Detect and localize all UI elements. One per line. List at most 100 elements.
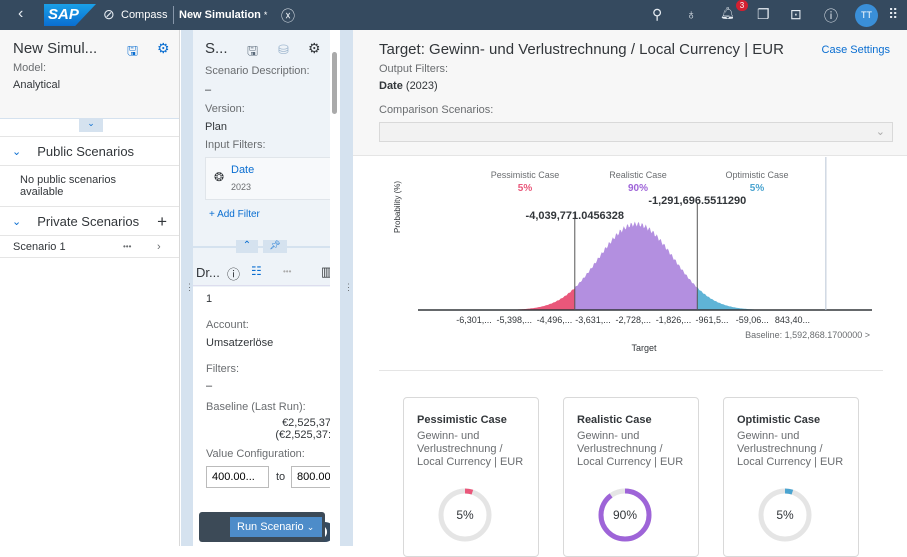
donut-fill (438, 488, 492, 542)
chat-icon[interactable]: ❐ (757, 6, 770, 22)
private-scenarios-title: Private Scenarios (37, 213, 140, 229)
more-icon[interactable]: ••• (283, 267, 292, 276)
run-label: Run Scenario (237, 521, 304, 533)
compass-icon: ⊘ (103, 6, 115, 22)
collapse-bar: ⌄ (0, 118, 179, 132)
y-axis-label: Probability (%) (393, 181, 402, 233)
x-tick-label: -4,496,... (537, 315, 573, 325)
list-icon[interactable]: ☷ (251, 264, 262, 278)
value-from-input[interactable] (206, 466, 269, 488)
back-icon[interactable]: ‹ (18, 5, 24, 22)
case-percent: 5% (518, 183, 533, 194)
notification-badge: 3 (736, 0, 748, 11)
close-icon[interactable]: ⓧ (281, 8, 295, 24)
collapse-button[interactable]: ⌄ (79, 118, 103, 132)
collapse-up-button[interactable]: ⌃ (236, 240, 258, 253)
case-title: Realistic Case (577, 414, 652, 426)
case-title: Optimistic Case (737, 414, 821, 426)
public-scenarios-title: Public Scenarios (37, 143, 135, 159)
donut-label: 5% (776, 508, 794, 522)
simulation-header: New Simul... Model: Analytical 🖫 ⚙ (0, 30, 179, 118)
add-scenario-icon[interactable]: + (157, 212, 167, 231)
feedback-icon[interactable]: ⊡ (790, 6, 802, 22)
chevron-down-icon: ⌄ (875, 126, 885, 138)
value-to-input[interactable] (291, 466, 330, 488)
x-tick-label: -1,826,... (656, 315, 692, 325)
driver-details: 1 Account: Umsatzerlöse Filters: – Basel… (193, 287, 330, 546)
public-empty: No public scenarios available (20, 174, 116, 198)
results-title: Target: Gewinn- und Verlustrechnung / Lo… (379, 41, 784, 58)
x-tick-label: -3,631,... (575, 315, 611, 325)
grid-menu-icon[interactable]: ⠿ (888, 6, 899, 22)
value-config-label: Value Configuration: (206, 448, 305, 460)
gear-icon[interactable]: ⚙ (157, 40, 170, 56)
version-label: Version: (205, 103, 245, 115)
shell-bar: ‹ SAP ⊘ Compass New Simulation * ⓧ ⚲ ♁ 🔔︎… (0, 0, 907, 30)
filter-value: 2023 (231, 182, 252, 192)
scrollbar[interactable] (330, 30, 340, 546)
scenario-item[interactable]: Scenario 1 ••• › (0, 236, 179, 258)
save-icon[interactable]: 🖫 (247, 43, 259, 58)
case-label: Realistic Case (609, 170, 667, 180)
document-title: New Simulation (179, 9, 261, 21)
probability-donut: 90% (598, 488, 652, 542)
unsaved-indicator: * (263, 10, 268, 20)
results-header: Target: Gewinn- und Verlustrechnung / Lo… (353, 30, 907, 156)
x-axis-label: Target (631, 343, 657, 353)
compass-link[interactable]: Compass (121, 9, 168, 21)
chevron-down-icon: ⌄ (12, 215, 22, 228)
comparison-select[interactable]: ⌄ (379, 122, 893, 142)
chevron-down-icon: ⌄ (12, 145, 22, 158)
case-card[interactable]: Realistic Case Gewinn- und Verlustrechnun… (563, 397, 699, 557)
scenario-panel: S... 🖫 ⛁ ⚙ Scenario Description: – Versi… (193, 30, 330, 546)
donut-fill (598, 488, 652, 542)
case-percent: 90% (628, 183, 648, 194)
splitter[interactable]: ⋮ (181, 30, 194, 546)
private-scenarios-header[interactable]: ⌄ Private Scenarios + (0, 206, 179, 236)
gear-icon[interactable]: ⚙ (308, 40, 321, 56)
to-label: to (276, 471, 286, 483)
case-label: Pessimistic Case (491, 170, 560, 180)
distribution-chart: -6,301,... -5,398,... -4,496,... -3,631,...… (393, 157, 872, 353)
database-icon[interactable]: ⛁ (278, 42, 289, 57)
probability-donut: 5% (438, 488, 492, 542)
splitter[interactable]: ⋮ (340, 30, 353, 546)
simulation-panel: New Simul... Model: Analytical 🖫 ⚙ ⌄ ⌄ Pu… (0, 30, 180, 546)
account-value: Umsatzerlöse (206, 337, 274, 349)
table-icon[interactable]: ▥ (321, 264, 330, 279)
case-settings-link[interactable]: Case Settings (821, 44, 890, 56)
optimistic-area (697, 287, 793, 310)
x-tick-label: -6,301,... (456, 315, 492, 325)
driver-toolbar: Dr... ⓘ ☷ ••• ▥ (193, 257, 330, 286)
model-value: Analytical (13, 79, 61, 91)
pin-icon[interactable]: 📌︎ (263, 240, 287, 253)
scenario-title: S... (205, 40, 228, 57)
help-icon[interactable]: ⓘ (824, 8, 838, 24)
date-filter-token[interactable]: ❂ Date 2023 (205, 157, 330, 200)
chevron-right-icon[interactable]: › (157, 240, 161, 253)
x-tick-label: -961,5... (695, 315, 728, 325)
comparison-label: Comparison Scenarios: (379, 104, 494, 116)
model-label: Model: (13, 62, 47, 74)
save-icon[interactable]: 🖫 (127, 43, 139, 58)
case-card[interactable]: Optimistic Case Gewinn- und Verlustrechnu… (723, 397, 859, 557)
case-card[interactable]: Pessimistic Case Gewinn- und Verlustrechn… (403, 397, 539, 557)
info-icon[interactable]: ⓘ (227, 267, 241, 282)
sap-logo[interactable]: SAP (44, 4, 96, 26)
more-icon[interactable]: ••• (123, 242, 132, 251)
bell-icon[interactable]: 🔔︎ (720, 6, 733, 20)
run-toolbar: Run Scenario ⌄ (199, 512, 325, 542)
lightbulb-icon[interactable]: ♁ (686, 6, 697, 22)
search-icon[interactable]: ⚲ (652, 6, 663, 22)
driver-title: Dr... (196, 265, 220, 280)
output-filters-label: Output Filters: (379, 63, 449, 75)
donut-label: 5% (456, 508, 474, 522)
public-scenarios-header[interactable]: ⌄ Public Scenarios (0, 136, 179, 166)
add-filter-button[interactable]: + Add Filter (209, 209, 260, 220)
case-label: Optimistic Case (725, 170, 788, 180)
scenario-name: Scenario 1 (13, 240, 66, 253)
account-label: Account: (206, 319, 249, 331)
run-scenario-button[interactable]: Run Scenario ⌄ (230, 517, 322, 537)
avatar[interactable]: TT (855, 4, 878, 27)
filters-value: – (206, 380, 213, 392)
